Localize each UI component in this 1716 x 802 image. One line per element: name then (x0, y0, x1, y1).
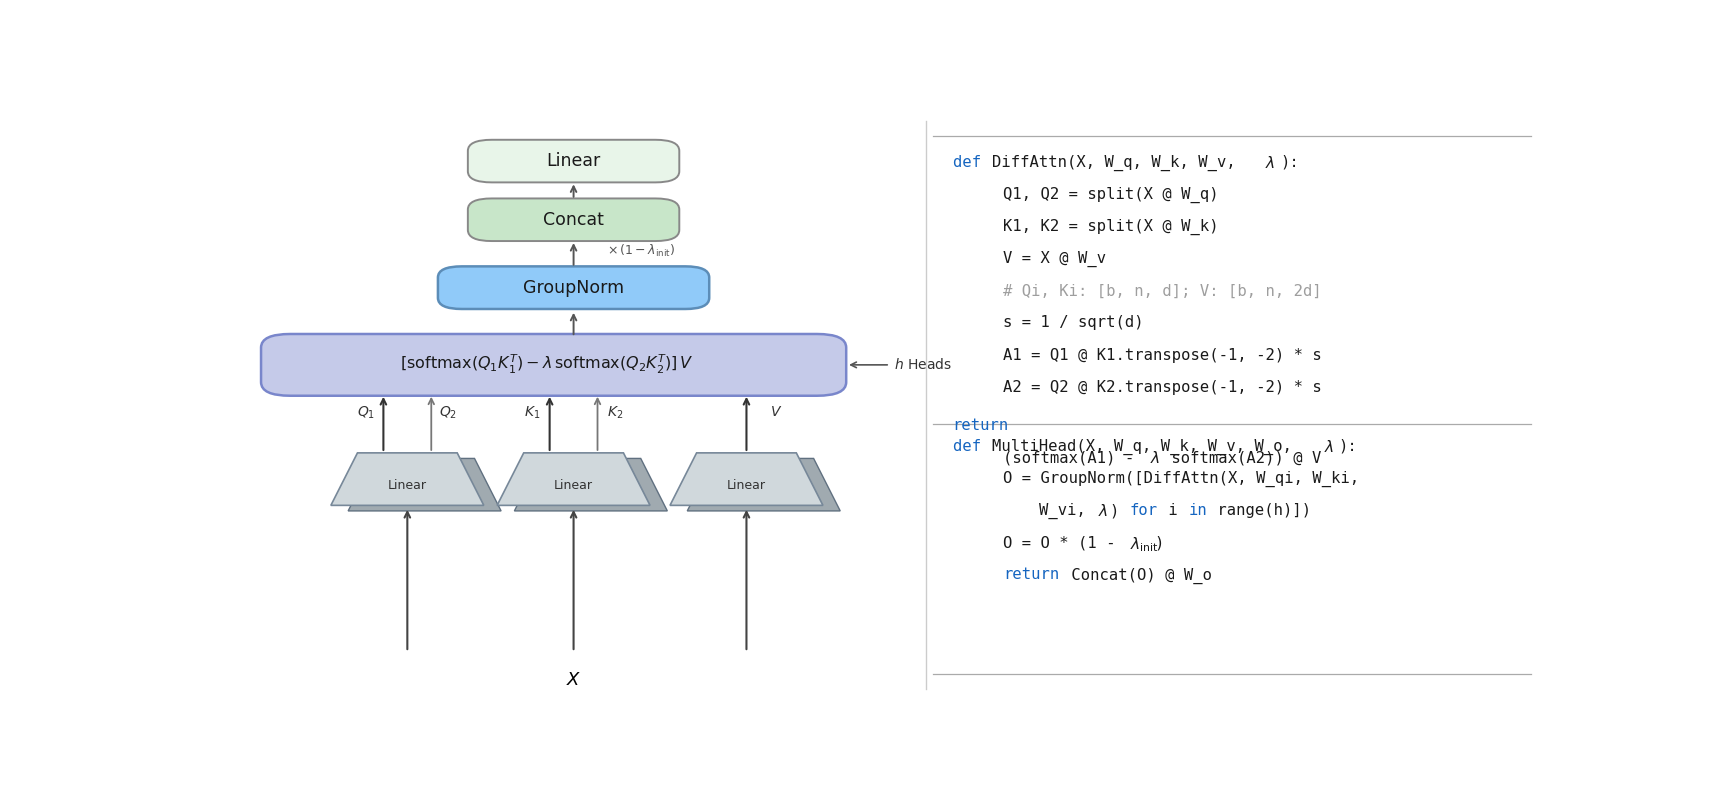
FancyBboxPatch shape (261, 334, 846, 395)
Text: Concat: Concat (544, 211, 604, 229)
Text: W_vi,: W_vi, (1040, 503, 1095, 520)
Text: V = X @ W_v: V = X @ W_v (1004, 251, 1107, 267)
Text: (softmax(A1) -: (softmax(A1) - (1004, 450, 1145, 465)
Polygon shape (669, 453, 824, 505)
Text: Q1, Q2 = split(X @ W_q): Q1, Q2 = split(X @ W_q) (1004, 187, 1218, 203)
Text: return: return (952, 418, 1009, 433)
Text: Linear: Linear (388, 479, 427, 492)
Text: GroupNorm: GroupNorm (523, 278, 625, 297)
Text: $V$: $V$ (769, 406, 782, 419)
Text: $Q_2$: $Q_2$ (439, 404, 458, 420)
Polygon shape (515, 459, 668, 511)
Text: DiffAttn(X, W_q, W_k, W_v,: DiffAttn(X, W_q, W_k, W_v, (992, 155, 1244, 171)
Text: s = 1 / sqrt(d): s = 1 / sqrt(d) (1004, 315, 1145, 330)
Text: $K_1$: $K_1$ (523, 404, 541, 420)
Text: $\lambda_{\mathrm{init}}$: $\lambda_{\mathrm{init}}$ (1131, 535, 1158, 554)
Text: $\lambda$: $\lambda$ (1265, 155, 1275, 171)
Text: ): ) (1155, 535, 1163, 550)
FancyBboxPatch shape (468, 140, 680, 182)
Polygon shape (348, 459, 501, 511)
Text: for: for (1129, 503, 1158, 518)
Text: ): ) (1110, 503, 1129, 518)
Text: ):: ): (1338, 439, 1357, 454)
FancyBboxPatch shape (468, 198, 680, 241)
Text: i: i (1160, 503, 1187, 518)
Text: $\lambda$: $\lambda$ (1325, 439, 1335, 455)
Text: K1, K2 = split(X @ W_k): K1, K2 = split(X @ W_k) (1004, 219, 1218, 235)
Text: # Qi, Ki: [b, n, d]; V: [b, n, 2d]: # Qi, Ki: [b, n, d]; V: [b, n, 2d] (1004, 283, 1321, 298)
Text: A1 = Q1 @ K1.transpose(-1, -2) * s: A1 = Q1 @ K1.transpose(-1, -2) * s (1004, 347, 1321, 363)
Text: $[\mathrm{softmax}(Q_1K_1^T) - \lambda\,\mathrm{softmax}(Q_2K_2^T)]\,V$: $[\mathrm{softmax}(Q_1K_1^T) - \lambda\,… (400, 353, 693, 376)
Text: $X$: $X$ (566, 670, 582, 689)
Text: Linear: Linear (546, 152, 601, 170)
Text: MultiHead(X, W_q, W_k, W_v, W_o,: MultiHead(X, W_q, W_k, W_v, W_o, (992, 439, 1301, 456)
Text: O = O * (1 -: O = O * (1 - (1004, 535, 1126, 550)
Text: $h$ Heads: $h$ Heads (894, 358, 952, 372)
Text: O = GroupNorm([DiffAttn(X, W_qi, W_ki,: O = GroupNorm([DiffAttn(X, W_qi, W_ki, (1004, 471, 1359, 488)
Text: softmax(A2)) @ V: softmax(A2)) @ V (1162, 450, 1321, 465)
Text: $\lambda$: $\lambda$ (1150, 450, 1160, 466)
Text: in: in (1189, 503, 1208, 518)
Text: range(h)]): range(h)]) (1208, 503, 1311, 518)
Text: A2 = Q2 @ K2.transpose(-1, -2) * s: A2 = Q2 @ K2.transpose(-1, -2) * s (1004, 379, 1321, 395)
Text: $Q_1$: $Q_1$ (357, 404, 376, 420)
Text: $\times\,(1 - \lambda_{\mathrm{init}})$: $\times\,(1 - \lambda_{\mathrm{init}})$ (607, 243, 674, 259)
Text: def: def (952, 155, 990, 170)
FancyBboxPatch shape (438, 266, 709, 309)
Polygon shape (688, 459, 841, 511)
Text: ):: ): (1280, 155, 1299, 170)
Text: $K_2$: $K_2$ (607, 404, 623, 420)
Text: $\lambda$: $\lambda$ (1098, 503, 1109, 519)
Text: Linear: Linear (554, 479, 594, 492)
Text: def: def (952, 439, 990, 454)
Text: Concat(O) @ W_o: Concat(O) @ W_o (1062, 568, 1211, 584)
Text: return: return (1004, 568, 1059, 582)
Polygon shape (498, 453, 650, 505)
Text: Linear: Linear (728, 479, 765, 492)
Polygon shape (331, 453, 484, 505)
